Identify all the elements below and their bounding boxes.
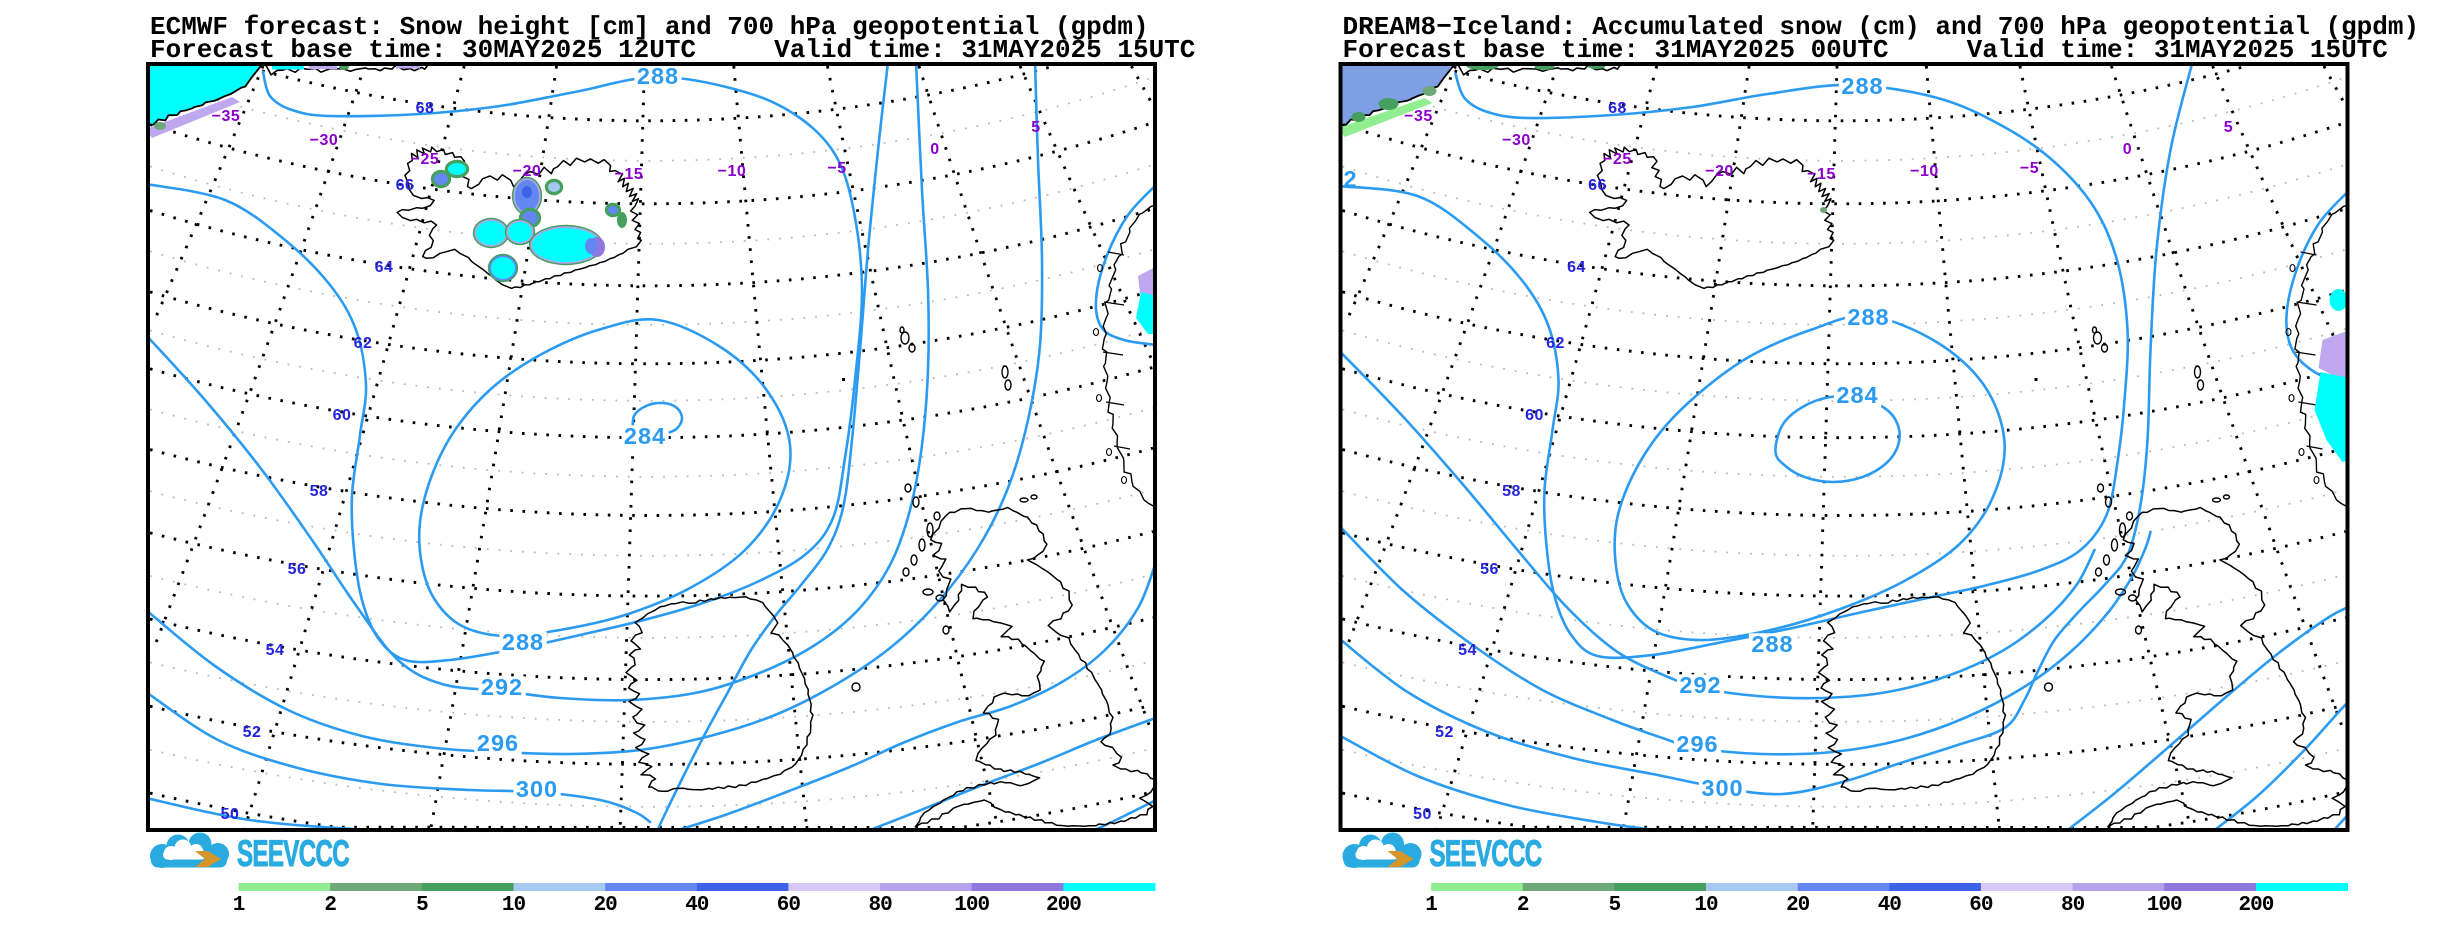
svg-text:56: 56 — [288, 561, 307, 578]
svg-text:−5: −5 — [827, 160, 846, 177]
svg-text:58: 58 — [310, 483, 329, 500]
svg-text:62: 62 — [354, 335, 373, 352]
svg-text:−35: −35 — [1404, 108, 1433, 125]
svg-text:292: 292 — [481, 674, 523, 700]
svg-text:1: 1 — [233, 894, 245, 917]
svg-text:300: 300 — [1701, 775, 1743, 801]
svg-text:54: 54 — [1458, 642, 1477, 659]
svg-text:50: 50 — [1413, 806, 1432, 823]
svg-text:−30: −30 — [310, 132, 339, 149]
svg-text:50: 50 — [221, 806, 240, 823]
svg-text:296: 296 — [1676, 731, 1718, 757]
svg-text:52: 52 — [243, 724, 262, 741]
svg-text:100: 100 — [2147, 894, 2182, 917]
svg-text:2: 2 — [1517, 894, 1529, 917]
svg-text:0: 0 — [2123, 141, 2132, 158]
svg-text:5: 5 — [416, 894, 428, 917]
svg-text:64: 64 — [375, 259, 394, 276]
svg-text:80: 80 — [2061, 894, 2085, 917]
svg-text:ECMWF forecast: Snow height [c: ECMWF forecast: Snow height [cm] and 700… — [150, 12, 1149, 42]
svg-text:−10: −10 — [718, 163, 747, 180]
svg-text:SEEVCCC: SEEVCCC — [237, 833, 349, 874]
svg-text:DREAM8−Iceland: Accumulated sn: DREAM8−Iceland: Accumulated snow (cm) an… — [1343, 12, 2420, 42]
svg-text:68: 68 — [1608, 100, 1627, 117]
svg-text:200: 200 — [1046, 894, 1081, 917]
svg-text:54: 54 — [266, 642, 285, 659]
svg-text:20: 20 — [1786, 894, 1810, 917]
svg-text:66: 66 — [396, 177, 415, 194]
svg-text:300: 300 — [516, 776, 558, 802]
svg-text:100: 100 — [954, 894, 989, 917]
svg-text:40: 40 — [1878, 894, 1902, 917]
svg-text:−5: −5 — [2020, 160, 2039, 177]
svg-text:68: 68 — [416, 100, 435, 117]
svg-text:288: 288 — [1841, 73, 1883, 99]
svg-text:60: 60 — [777, 894, 801, 917]
svg-text:52: 52 — [1435, 724, 1454, 741]
svg-text:Forecast base time: 30MAY2025: Forecast base time: 30MAY2025 12UTC Vali… — [150, 35, 1195, 65]
svg-text:−30: −30 — [1502, 132, 1531, 149]
svg-text:1: 1 — [1425, 894, 1437, 917]
svg-text:−20: −20 — [1705, 163, 1734, 180]
svg-text:60: 60 — [1525, 407, 1544, 424]
svg-text:−15: −15 — [1807, 166, 1836, 183]
svg-text:66: 66 — [1588, 177, 1607, 194]
svg-text:288: 288 — [1847, 304, 1889, 330]
svg-text:−15: −15 — [615, 166, 644, 183]
svg-text:20: 20 — [594, 894, 618, 917]
svg-text:292: 292 — [1679, 672, 1721, 698]
svg-text:80: 80 — [868, 894, 892, 917]
svg-text:200: 200 — [2238, 894, 2273, 917]
svg-text:0: 0 — [930, 141, 939, 158]
svg-text:288: 288 — [1751, 631, 1793, 657]
svg-text:5: 5 — [1031, 119, 1040, 136]
svg-text:−35: −35 — [212, 108, 241, 125]
svg-text:SEEVCCC: SEEVCCC — [1430, 833, 1542, 874]
svg-text:284: 284 — [624, 423, 666, 449]
svg-text:2: 2 — [1344, 166, 1357, 192]
svg-text:10: 10 — [1694, 894, 1718, 917]
svg-text:−25: −25 — [411, 151, 440, 168]
svg-text:5: 5 — [2224, 119, 2233, 136]
svg-text:40: 40 — [685, 894, 709, 917]
svg-text:−25: −25 — [1603, 151, 1632, 168]
svg-text:5: 5 — [1609, 894, 1621, 917]
svg-text:288: 288 — [637, 63, 679, 89]
svg-text:56: 56 — [1480, 561, 1499, 578]
svg-text:284: 284 — [1836, 382, 1878, 408]
svg-text:288: 288 — [502, 629, 544, 655]
svg-text:10: 10 — [502, 894, 526, 917]
svg-text:62: 62 — [1546, 335, 1565, 352]
svg-text:2: 2 — [324, 894, 336, 917]
svg-text:60: 60 — [333, 407, 352, 424]
svg-text:−10: −10 — [1910, 163, 1939, 180]
svg-text:296: 296 — [477, 730, 519, 756]
svg-text:−20: −20 — [513, 163, 542, 180]
svg-text:64: 64 — [1567, 259, 1586, 276]
svg-text:58: 58 — [1502, 483, 1521, 500]
svg-text:Forecast base time: 31MAY2025: Forecast base time: 31MAY2025 00UTC Vali… — [1343, 35, 2388, 65]
svg-text:60: 60 — [1969, 894, 1993, 917]
